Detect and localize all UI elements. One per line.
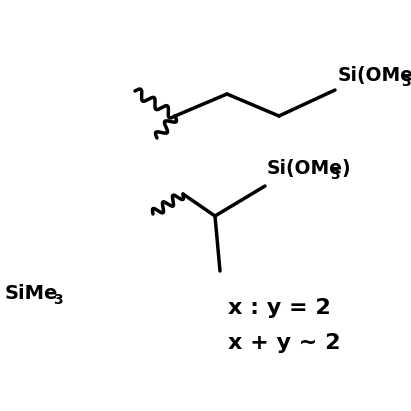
Text: 3: 3 (53, 293, 62, 307)
Text: x + y ~ 2: x + y ~ 2 (228, 333, 340, 353)
Text: 3: 3 (330, 168, 339, 182)
Text: Si(OMe): Si(OMe) (338, 66, 411, 85)
Text: 3: 3 (401, 75, 411, 89)
Text: Si(OMe): Si(OMe) (267, 159, 352, 178)
Text: x : y = 2: x : y = 2 (228, 298, 331, 318)
Text: SiMe: SiMe (5, 284, 58, 303)
